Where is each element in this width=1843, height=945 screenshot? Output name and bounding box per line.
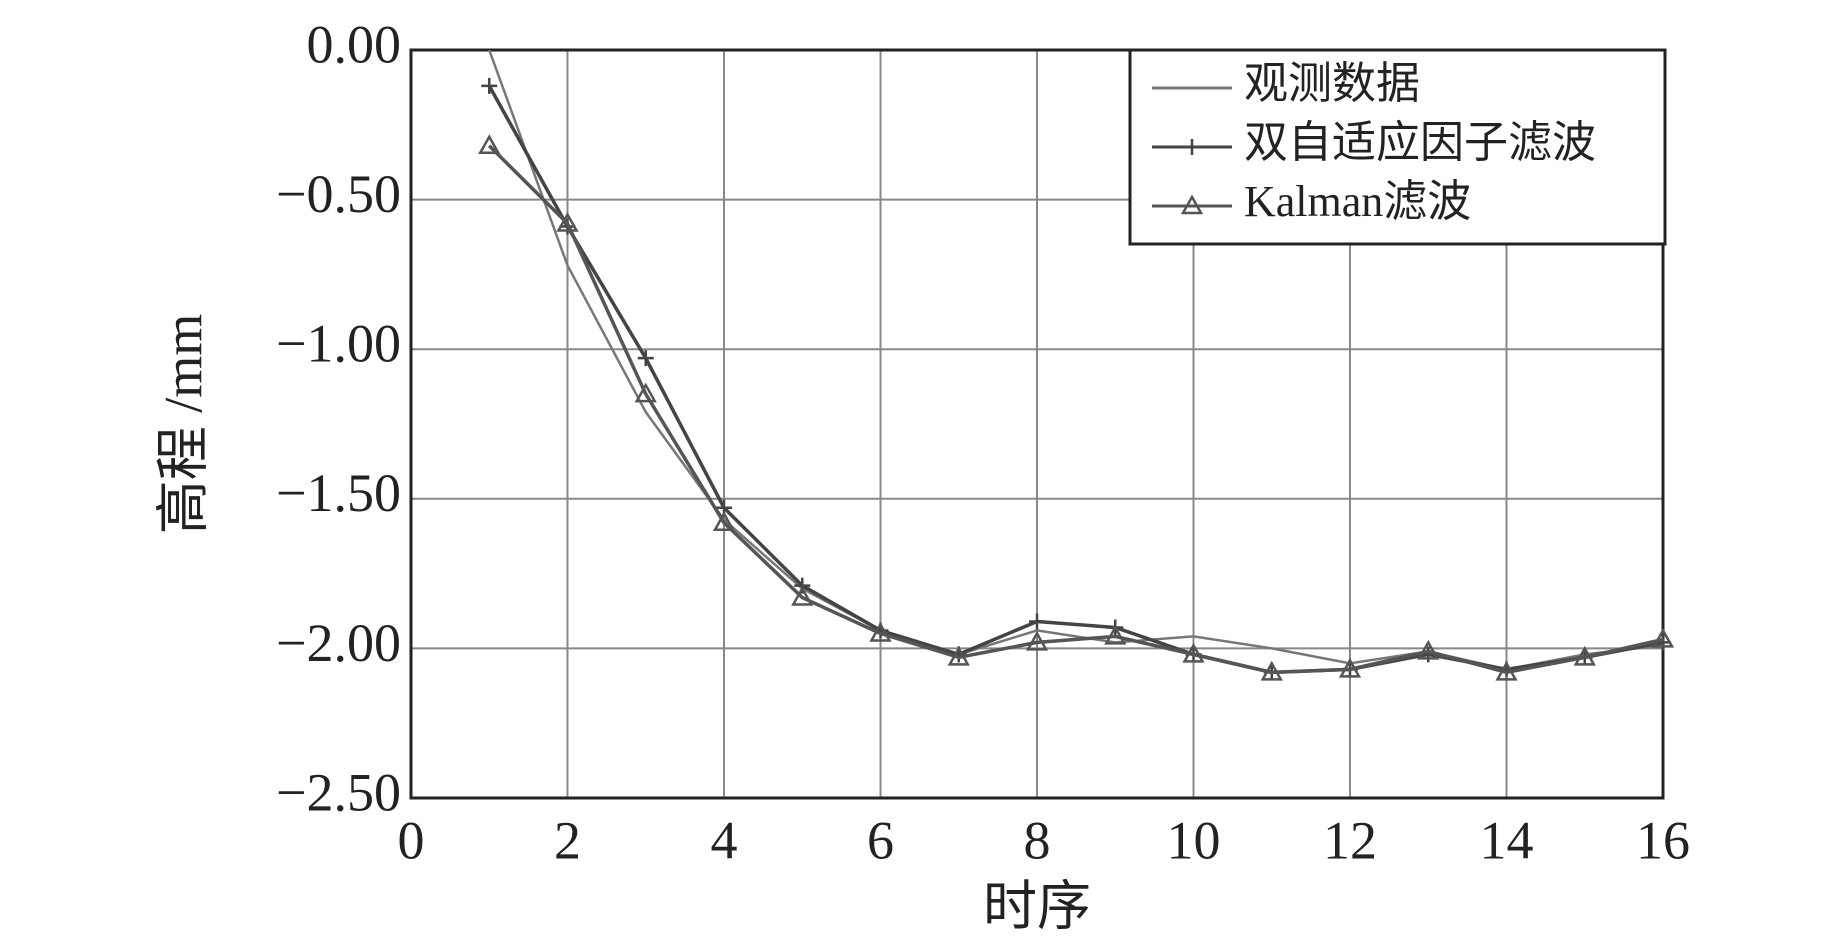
marker bbox=[478, 134, 501, 154]
marker bbox=[637, 350, 654, 367]
x-tick-label: 14 bbox=[1480, 810, 1534, 870]
y-axis-title: 高程 /mm bbox=[153, 314, 213, 535]
marker bbox=[1495, 660, 1518, 681]
legend-label: Kalman滤波 bbox=[1244, 177, 1471, 226]
marker bbox=[1025, 630, 1049, 651]
y-tick-label: −0.50 bbox=[276, 164, 401, 224]
series-line bbox=[488, 144, 1664, 675]
marker bbox=[1029, 613, 1045, 630]
legend-label: 观测数据 bbox=[1244, 59, 1420, 108]
marker bbox=[634, 382, 657, 403]
x-tick-label: 10 bbox=[1167, 810, 1221, 870]
x-tick-label: 0 bbox=[398, 810, 425, 870]
x-tick-label: 2 bbox=[554, 810, 581, 870]
y-tick-label: −1.50 bbox=[276, 463, 401, 523]
marker bbox=[1184, 139, 1200, 155]
marker bbox=[481, 77, 498, 94]
y-tick-label: 0.00 bbox=[307, 14, 402, 74]
y-tick-label: −2.50 bbox=[276, 762, 401, 822]
x-tick-label: 8 bbox=[1024, 810, 1051, 870]
marker bbox=[1104, 624, 1127, 645]
marker bbox=[1182, 642, 1205, 663]
marker bbox=[556, 211, 579, 232]
y-tick-label: −2.00 bbox=[276, 613, 401, 673]
y-tick-label: −1.00 bbox=[276, 314, 401, 374]
marker bbox=[1180, 194, 1204, 215]
marker bbox=[869, 621, 892, 642]
marker bbox=[1573, 645, 1596, 666]
marker bbox=[947, 645, 970, 666]
x-tick-label: 16 bbox=[1636, 810, 1690, 870]
marker bbox=[1338, 657, 1362, 678]
x-tick-label: 12 bbox=[1323, 810, 1377, 870]
marker bbox=[1260, 660, 1283, 681]
marker bbox=[1651, 627, 1675, 648]
marker bbox=[712, 511, 736, 531]
x-tick-label: 4 bbox=[711, 810, 738, 870]
marker bbox=[1417, 639, 1440, 660]
x-axis-title: 时序 bbox=[983, 876, 1091, 936]
x-tick-label: 6 bbox=[867, 810, 894, 870]
marker bbox=[791, 585, 814, 606]
plot-frame bbox=[409, 48, 1665, 800]
legend-label: 双自适应因子滤波 bbox=[1244, 118, 1596, 167]
